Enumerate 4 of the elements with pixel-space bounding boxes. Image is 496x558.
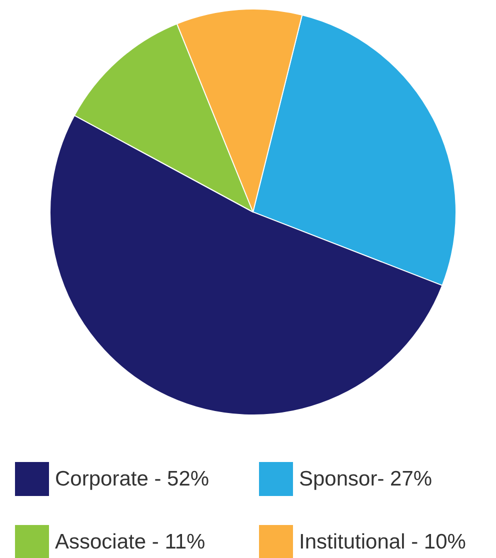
legend-label: Associate - 11% [55,530,206,554]
legend-label: Sponsor- 27% [299,468,432,490]
legend-label: Institutional - 10% [299,530,466,554]
legend-label: Corporate - 52% [55,468,210,490]
